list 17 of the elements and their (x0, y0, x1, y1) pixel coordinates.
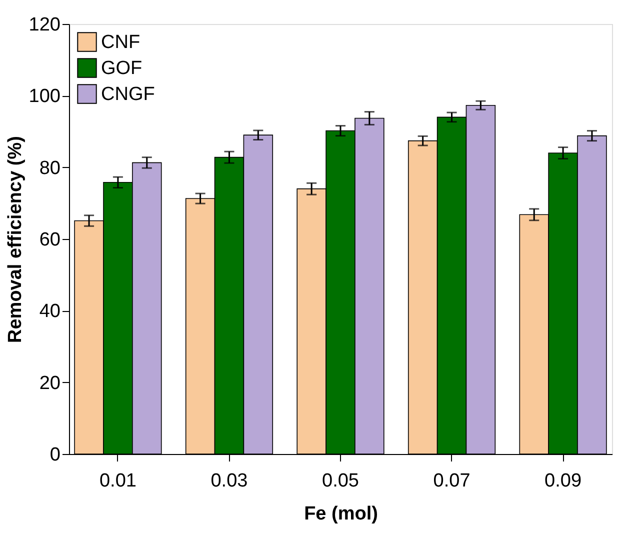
y-axis-title: Removal efficiency (%) (4, 136, 26, 343)
x-axis-title: Fe (mol) (304, 504, 378, 524)
legend-label: CNGF (101, 84, 155, 105)
y-tick-label: 60 (39, 230, 60, 250)
legend-label: CNF (101, 32, 140, 53)
x-tick-label: 0.03 (210, 470, 248, 492)
x-tick-label: 0.05 (322, 470, 359, 492)
y-tick-label: 100 (28, 86, 60, 108)
y-tick-label: 80 (39, 158, 60, 179)
x-tick-label: 0.09 (544, 470, 582, 492)
y-tick-label: 20 (39, 372, 60, 394)
y-tick-label: 40 (39, 301, 60, 322)
legend-label: GOF (101, 58, 142, 79)
x-tick-label: 0.07 (433, 470, 470, 492)
x-tick-label: 0.01 (99, 470, 136, 492)
y-tick-label: 0 (50, 444, 60, 466)
y-tick-label: 120 (28, 14, 60, 36)
